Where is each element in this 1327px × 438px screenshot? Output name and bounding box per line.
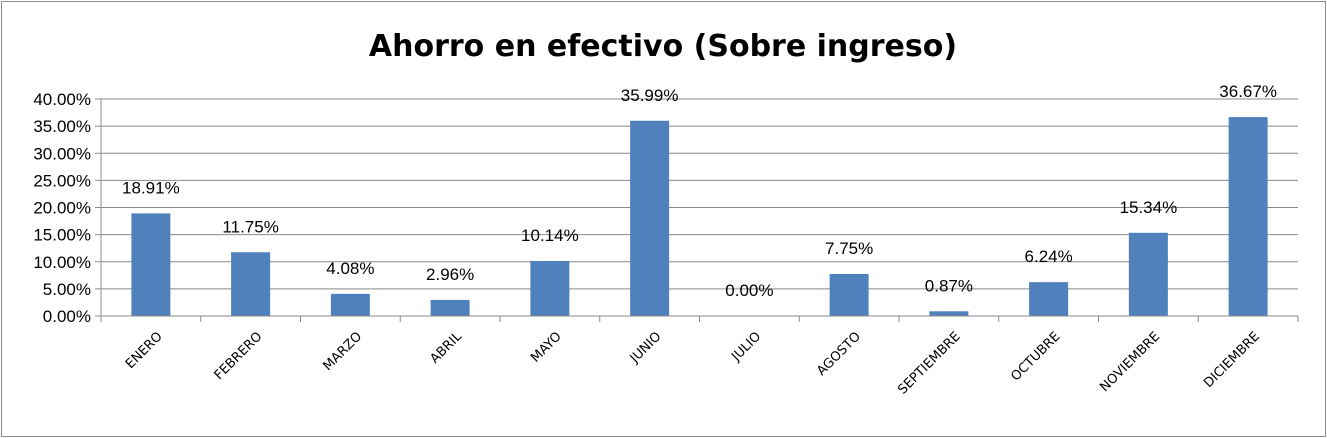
bar [430,299,470,316]
bar [1128,232,1168,316]
bar [1029,282,1069,316]
x-tick-label: FEBRERO [212,329,266,383]
data-label: 4.08% [326,259,374,278]
bar [630,120,670,317]
data-label: 11.75% [222,217,278,236]
x-tick-label: DICIEMBRE [1201,329,1263,391]
bar [131,213,171,316]
data-label: 6.24% [1025,247,1073,266]
x-axis-ticks: ENERO FEBRERO MARZO ABRIL MAYO JUNIO JULIO AGOS… [123,329,1263,398]
data-label: 0.00% [725,281,773,300]
x-tick-label: AGOSTO [814,329,864,379]
x-tick-label: MAYO [528,329,564,365]
y-tick-label: 15.00% [33,226,91,245]
bar [231,252,271,316]
data-label: 7.75% [825,239,873,258]
x-tick-label: JULIO [728,329,764,365]
y-tick-label: 40.00% [33,90,91,109]
x-tick-label: MARZO [320,329,365,374]
y-tick-label: 20.00% [33,199,91,218]
y-axis-ticks: 0.00% 5.00% 10.00% 15.00% 20.00% 25.00% 30.00%… [33,90,91,326]
data-label: 18.91% [122,178,180,197]
data-label: 10.14% [521,226,579,245]
bar [829,273,869,316]
y-tick-label: 10.00% [33,253,91,272]
y-tick-label: 35.00% [33,117,91,136]
x-tick-label: ENERO [123,329,166,372]
data-label: 0.87% [925,276,973,295]
x-tick-label: NOVIEMBRE [1097,329,1163,395]
bar [330,293,370,316]
data-label: 35.99% [621,86,679,105]
y-tick-label: 30.00% [33,144,91,163]
x-tick-label: JUNIO [627,329,665,367]
data-label: 2.96% [426,265,474,284]
data-label: 15.34% [1120,198,1178,217]
y-tick-label: 25.00% [33,171,91,190]
data-labels: 18.91% 11.75% 4.08% 2.96% 10.14% 35.99% 0.00% 7… [122,82,1277,300]
bar [530,260,570,316]
chart-title: Ahorro en efectivo (Sobre ingreso) [369,29,957,64]
axes [95,98,1299,322]
y-tick-label: 0.00% [43,307,91,326]
bar [1228,117,1268,316]
bars [131,117,1268,317]
x-tick-label: SEPTIEMBRE [895,329,963,397]
x-tick-label: OCTUBRE [1008,329,1063,384]
data-label: 36.67% [1219,82,1277,101]
x-tick-label: ABRIL [428,329,466,367]
bar [929,311,969,316]
gridlines [101,98,1298,290]
y-tick-label: 5.00% [43,280,91,299]
